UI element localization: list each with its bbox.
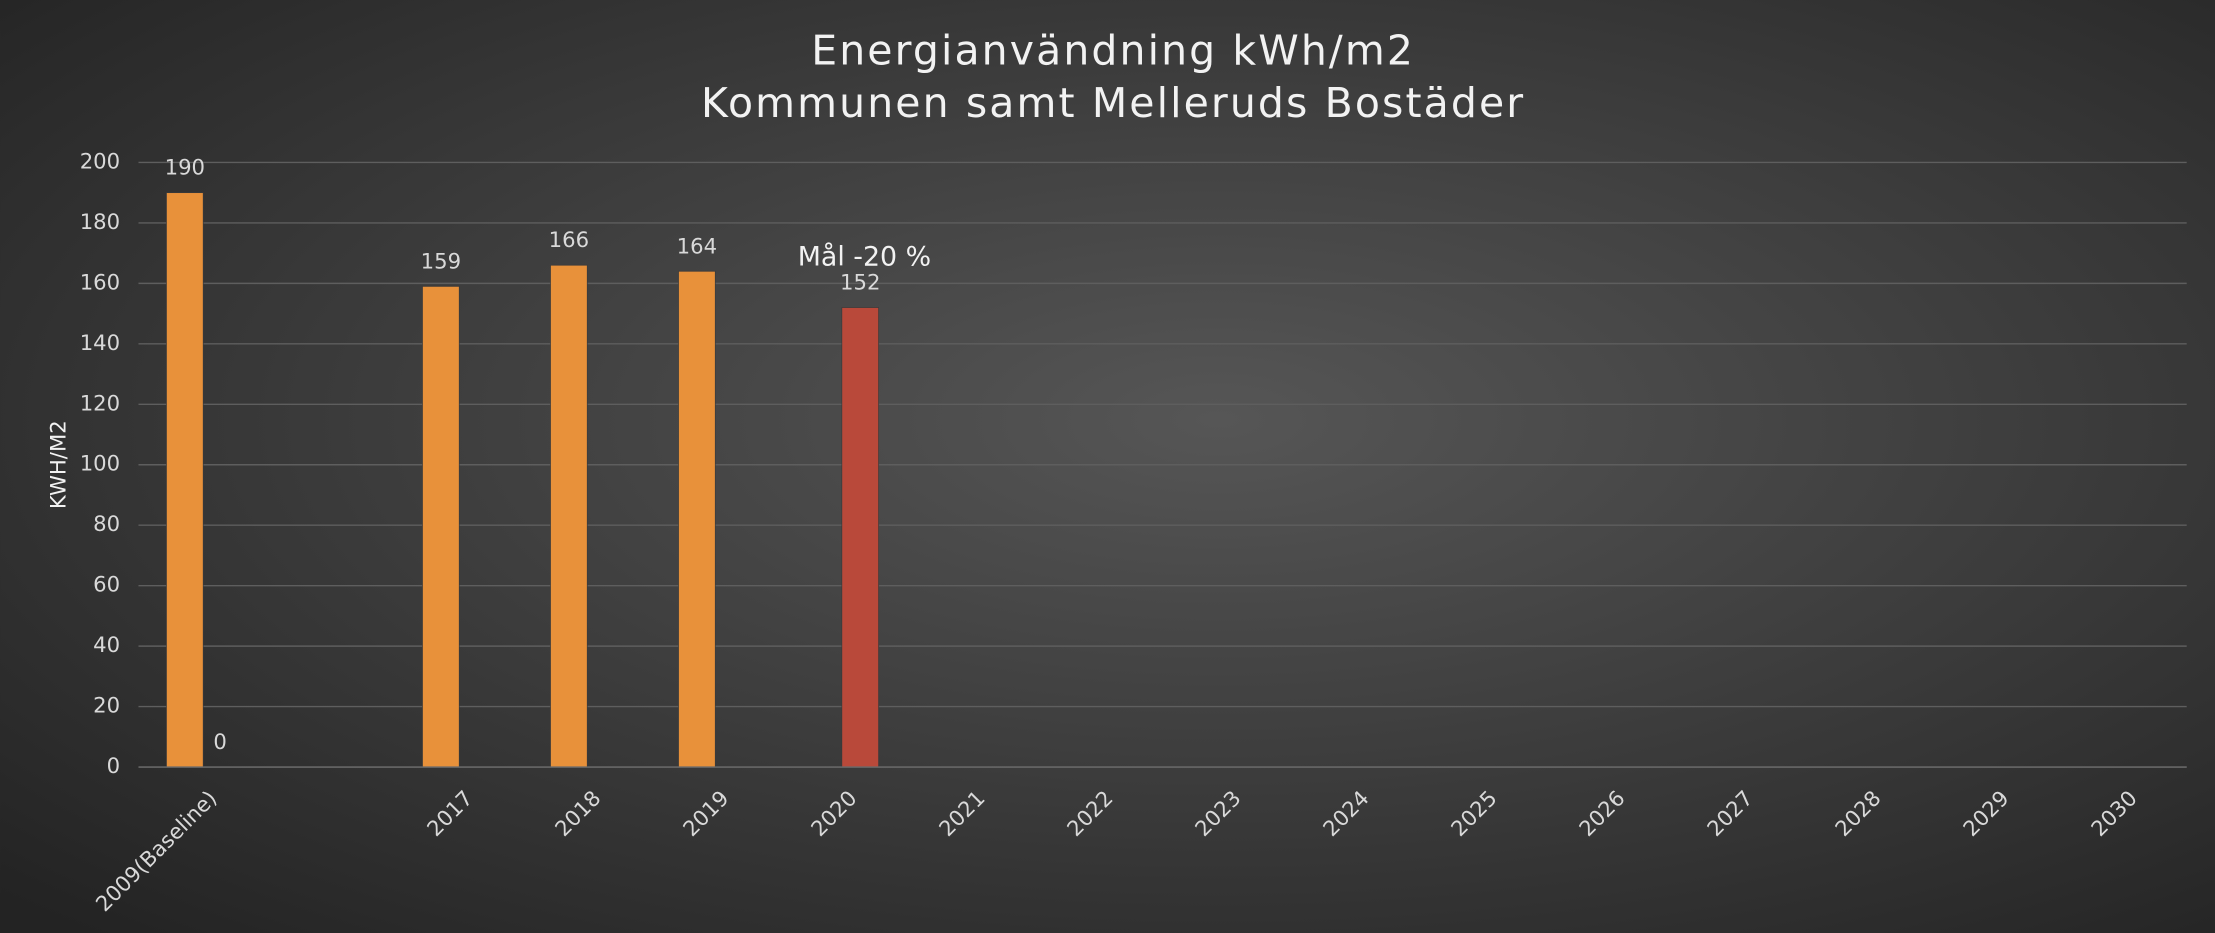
chart-title: Energianvändning kWh/m2: [811, 27, 1415, 75]
value-label: 164: [677, 233, 717, 258]
y-tick-label: 140: [80, 330, 120, 355]
y-tick-label: 180: [80, 209, 120, 234]
y-tick-label: 120: [80, 390, 120, 415]
y-tick-label: 80: [93, 511, 120, 536]
y-tick-label: 0: [107, 753, 120, 778]
chart-subtitle: Kommunen samt Melleruds Bostäder: [701, 79, 1525, 127]
value-label: 190: [165, 155, 205, 180]
y-tick-label: 20: [93, 693, 120, 718]
bar: [678, 270, 716, 768]
annotation: Mål -20 %: [798, 242, 931, 273]
y-axis-title: KWH/M2: [45, 420, 70, 509]
bar: [422, 286, 460, 768]
bar: [166, 192, 204, 768]
bar: [841, 307, 879, 768]
value-label: 0: [213, 729, 226, 754]
y-tick-label: 160: [80, 269, 120, 294]
y-tick-label: 100: [80, 451, 120, 476]
y-tick-label: 40: [93, 632, 120, 657]
value-label: 159: [421, 248, 461, 273]
value-label: 166: [549, 227, 589, 252]
value-label: 152: [840, 270, 880, 295]
bar: [550, 264, 588, 768]
y-tick-label: 200: [80, 148, 120, 173]
y-tick-label: 60: [93, 572, 120, 597]
